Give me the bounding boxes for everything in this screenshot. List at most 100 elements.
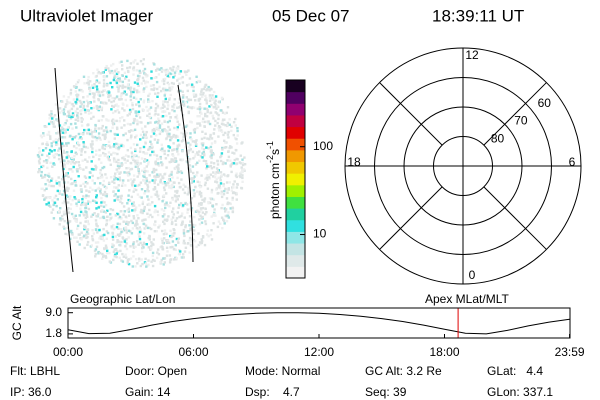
speckle	[168, 132, 171, 136]
speckle	[120, 164, 123, 167]
speckle	[169, 72, 173, 76]
speckle	[146, 188, 149, 191]
speckle	[103, 129, 106, 132]
speckle	[192, 229, 196, 232]
speckle	[214, 173, 217, 176]
speckle	[137, 81, 140, 84]
speckle	[217, 135, 220, 138]
speckle	[192, 232, 195, 236]
speckle	[142, 145, 146, 149]
speckle	[57, 157, 61, 161]
speckle	[173, 194, 177, 197]
speckle	[223, 207, 226, 210]
speckle	[67, 155, 70, 158]
speckle	[90, 244, 93, 247]
speckle	[176, 168, 180, 171]
speckle	[148, 208, 151, 212]
speckle	[78, 88, 81, 92]
speckle	[105, 230, 109, 233]
speckle	[157, 128, 160, 132]
speckle	[214, 124, 217, 127]
speckle	[203, 152, 206, 156]
speckle	[118, 195, 122, 198]
speckle	[69, 160, 72, 164]
speckle	[99, 235, 102, 238]
speckle	[235, 186, 239, 189]
speckle	[161, 79, 164, 83]
speckle	[214, 99, 217, 102]
speckle	[56, 189, 59, 193]
speckle	[101, 90, 104, 94]
speckle	[192, 128, 196, 132]
speckle	[102, 143, 105, 147]
speckle	[132, 158, 135, 162]
speckle	[219, 155, 222, 159]
speckle	[231, 210, 235, 213]
speckle	[67, 211, 71, 214]
speckle	[150, 195, 153, 199]
speckle	[44, 147, 48, 150]
speckle	[93, 85, 96, 89]
speckle	[118, 84, 122, 88]
speckle	[146, 183, 149, 187]
speckle	[146, 203, 149, 206]
speckle	[200, 221, 204, 224]
speckle	[158, 68, 161, 71]
speckle	[120, 259, 123, 262]
speckle	[65, 142, 68, 145]
speckle	[138, 235, 141, 238]
speckle	[61, 131, 65, 134]
speckle	[53, 163, 56, 166]
speckle	[50, 184, 53, 188]
speckle	[183, 250, 187, 253]
speckle	[67, 175, 70, 179]
speckle	[195, 139, 198, 142]
speckle	[101, 101, 104, 104]
speckle	[173, 228, 176, 232]
speckle	[162, 103, 165, 106]
speckle	[230, 146, 233, 149]
speckle	[76, 93, 80, 97]
speckle	[123, 119, 126, 122]
speckle	[212, 117, 215, 120]
speckle	[163, 218, 167, 221]
speckle	[142, 209, 146, 213]
speckle	[106, 215, 109, 218]
speckle	[115, 198, 118, 201]
speckle	[198, 184, 201, 187]
speckle	[116, 233, 120, 236]
speckle	[154, 92, 157, 95]
polar-spoke	[483, 186, 547, 250]
speckle	[216, 159, 219, 163]
speckle	[142, 178, 145, 182]
speckle	[61, 155, 64, 159]
speckle	[154, 178, 157, 181]
speckle	[113, 137, 116, 140]
speckle	[131, 204, 135, 207]
speckle	[192, 180, 195, 183]
speckle	[54, 103, 58, 106]
speckle	[102, 82, 106, 85]
speckle	[99, 168, 102, 172]
speckle	[135, 188, 138, 192]
speckle	[84, 220, 87, 223]
speckle	[143, 167, 146, 170]
speckle	[189, 120, 192, 123]
speckle	[208, 137, 211, 141]
speckle	[177, 181, 181, 185]
speckle	[206, 187, 210, 190]
speckle	[128, 66, 132, 69]
speckle	[102, 85, 106, 88]
speckle	[181, 150, 184, 153]
speckle	[223, 112, 227, 115]
speckle	[236, 127, 239, 130]
speckle	[156, 248, 160, 251]
speckle	[120, 228, 123, 231]
speckle	[227, 188, 230, 191]
speckle	[145, 177, 148, 180]
speckle	[92, 72, 95, 75]
speckle	[71, 170, 74, 173]
speckle	[95, 138, 98, 142]
speckle	[67, 96, 70, 99]
speckle	[86, 104, 89, 108]
